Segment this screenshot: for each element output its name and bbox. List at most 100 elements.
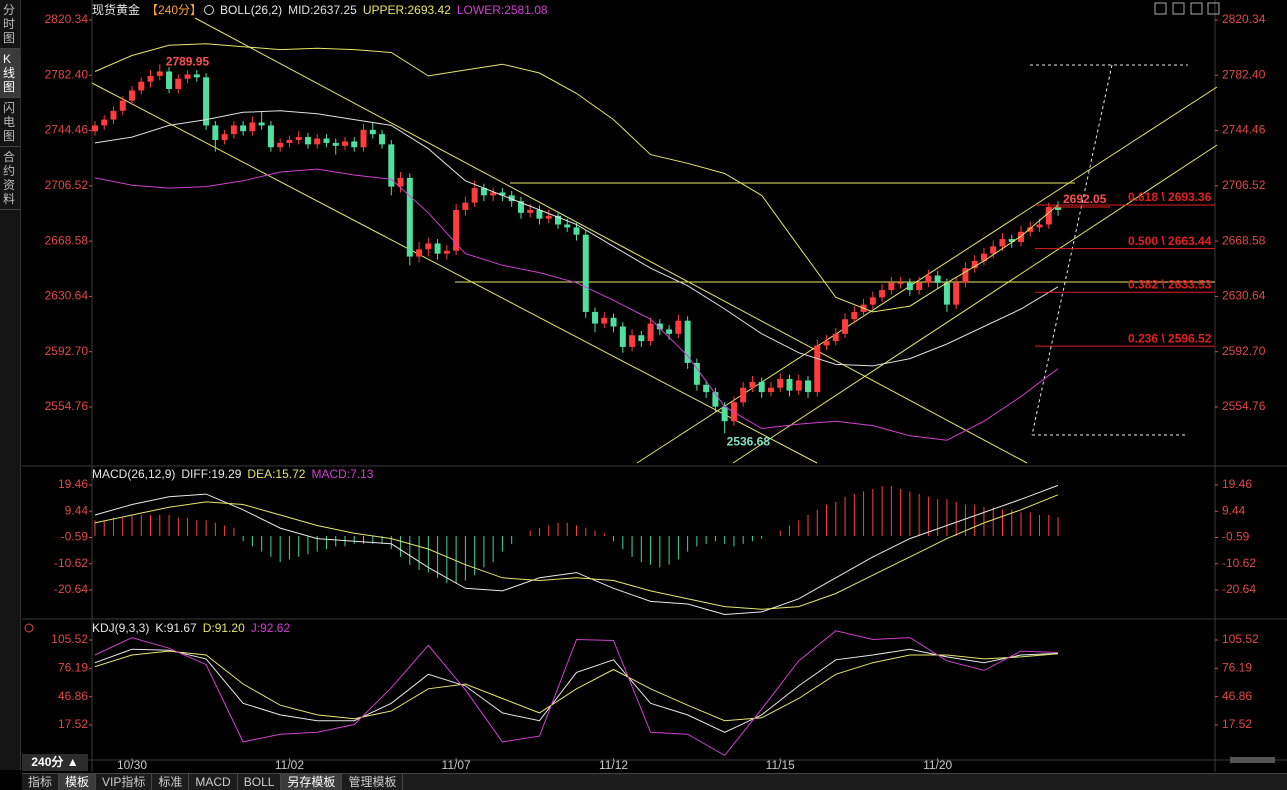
side-tab[interactable]: 合约资料 (0, 147, 20, 210)
fib-label: 0.236 \ 2596.52 (1128, 331, 1212, 345)
candle-body (203, 77, 210, 126)
indicator-name: BOLL(26,2) (220, 3, 283, 17)
bottom-tab[interactable]: BOLL (238, 774, 282, 790)
candle-body (573, 227, 580, 235)
y-tick-label: 46.86 (58, 689, 88, 703)
bottom-tabs: 指标 模板 VIP指标 标准 MACD BOLL 另存模板 管理模板 (22, 773, 1287, 790)
candle-body (304, 137, 311, 145)
indicator-line (94, 648, 1059, 733)
candle-body (184, 74, 191, 79)
candle-body (249, 122, 256, 132)
candle-body (990, 246, 997, 254)
icon[interactable] (1154, 2, 1167, 15)
icon[interactable] (1172, 2, 1185, 15)
candle-body (897, 282, 904, 284)
candle-body (592, 311, 599, 324)
x-tick-label: 11/02 (275, 758, 304, 772)
candle-body (341, 141, 348, 146)
candle-body (453, 209, 460, 251)
x-tick-label: 11/20 (923, 758, 952, 772)
candle-body (564, 224, 571, 228)
candle-body (369, 129, 376, 135)
candle-body (416, 249, 423, 257)
candle-body (554, 215, 561, 225)
side-tab[interactable]: K线图 (0, 49, 20, 98)
candle-body (684, 320, 691, 363)
legend-entry: D:91.20 (202, 621, 245, 635)
candle-body (323, 138, 330, 143)
candle-body (166, 71, 173, 89)
candle-body (508, 195, 515, 202)
y-tick-label: -10.62 (1222, 556, 1256, 570)
candle-body (1055, 207, 1062, 210)
candle-body (925, 275, 932, 283)
y-tick-label: 2630.64 (45, 289, 89, 303)
candle-body (517, 201, 524, 213)
y-tick-label: -0.59 (61, 530, 89, 544)
y-tick-label: 2668.58 (1222, 233, 1266, 247)
bottom-tab[interactable]: 管理模板 (342, 774, 404, 790)
side-tab[interactable]: 闪电图 (0, 98, 20, 147)
bottom-tab[interactable]: VIP指标 (96, 774, 153, 790)
macd-header: MACD(26,12,9) DIFF:19.29 DEA:15.72 MACD:7.1… (92, 466, 379, 482)
y-tick-label: 2820.34 (45, 12, 89, 26)
window-icons (1154, 2, 1220, 15)
indicator-line (94, 650, 1059, 722)
icon[interactable] (1190, 2, 1203, 15)
candle-body (767, 387, 774, 393)
candle-body (916, 282, 923, 291)
side-tab[interactable]: 分时图 (0, 0, 20, 49)
bottom-tab[interactable]: 模板 (59, 774, 97, 790)
trend-line (91, 82, 818, 464)
high-label: 2789.95 (166, 54, 210, 68)
dashed-box (1030, 64, 1188, 436)
candle-body (1008, 239, 1015, 242)
candle-body (675, 320, 682, 334)
indicator-line (94, 168, 1059, 441)
candle-body (777, 378, 784, 388)
candle-body (1036, 224, 1043, 228)
candle-body (536, 209, 543, 219)
candle-body (823, 341, 830, 346)
indicator-line (94, 110, 1059, 367)
indicator-title: 现货黄金 (92, 3, 141, 17)
candle-body (869, 297, 876, 305)
candle-body (638, 335, 645, 342)
fib-label: 0.382 \ 2633.53 (1128, 277, 1212, 291)
bottom-tab[interactable]: 另存模板 (281, 774, 343, 790)
y-tick-label: 2782.40 (1222, 67, 1266, 81)
bottom-tab[interactable]: 标准 (152, 774, 190, 790)
candle-body (740, 387, 747, 403)
y-tick-label: 2554.76 (45, 399, 89, 413)
legend-entry: DEA:15.72 (247, 467, 306, 481)
candle-body (138, 81, 145, 91)
bottom-tab[interactable]: MACD (189, 774, 238, 790)
period-button[interactable]: 240分 ▲ (22, 754, 88, 771)
y-tick-label: 9.44 (1222, 503, 1246, 517)
fib-label: 0.618 \ 2693.36 (1128, 190, 1212, 204)
candle-body (286, 139, 293, 143)
icon[interactable] (204, 5, 215, 15)
candle-body (221, 134, 228, 140)
candle-body (749, 381, 756, 388)
indicator-title: KDJ(9,3,3) (92, 621, 150, 635)
indicator-title: MACD(26,12,9) (92, 467, 176, 481)
candle-body (1027, 227, 1034, 232)
y-tick-label: 19.46 (58, 477, 88, 491)
candle-body (842, 319, 849, 334)
y-tick-label: -0.59 (1222, 530, 1250, 544)
candle-body (397, 177, 404, 187)
candle-body (129, 90, 136, 101)
candle-body (888, 282, 895, 291)
candle-body (666, 329, 673, 334)
candle-body (879, 290, 886, 298)
legend-entry: UPPER:2693.42 (362, 3, 451, 17)
candle-body (647, 323, 654, 342)
candle-body (906, 282, 913, 291)
bottom-tab[interactable]: 指标 (22, 774, 60, 790)
candle-body (619, 326, 626, 347)
candle-body (656, 323, 663, 330)
icon[interactable] (1207, 2, 1220, 15)
candle-body (230, 125, 237, 135)
